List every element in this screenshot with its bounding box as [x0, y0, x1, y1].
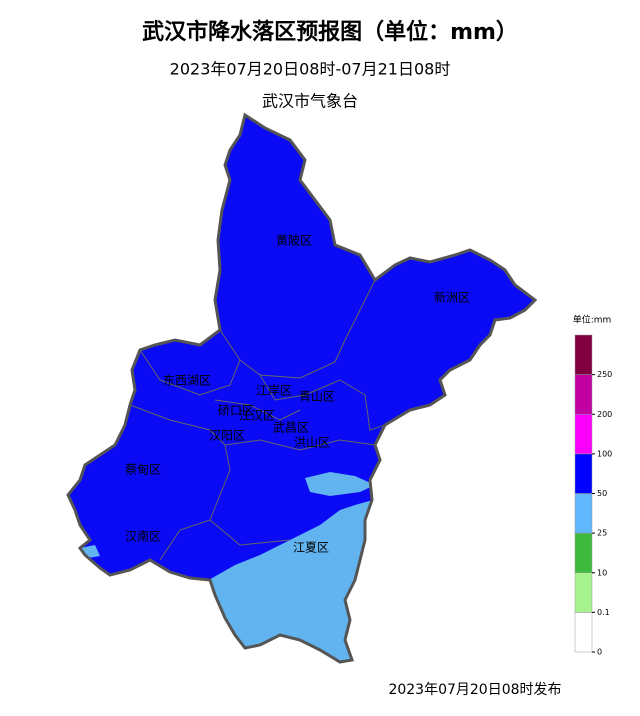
district-label: 东西湖区 — [163, 373, 211, 388]
title: 武汉市降水落区预报图（单位：mm） — [142, 19, 518, 45]
district-label: 武昌区 — [273, 421, 309, 435]
legend-tick-label: 0.1 — [597, 608, 610, 617]
district-borders — [129, 279, 386, 561]
district-label: 洪山区 — [294, 436, 330, 450]
legend-tick-label: 200 — [597, 410, 612, 419]
legend-swatch — [574, 532, 593, 573]
legend-tick-label: 250 — [597, 370, 612, 379]
legend-swatch — [574, 414, 593, 455]
legend-tick-label: 0 — [597, 648, 602, 657]
legend-swatch — [574, 493, 593, 534]
district-label: 江汉区 — [239, 409, 275, 423]
legend-swatch — [574, 334, 593, 375]
district-label: 新洲区 — [434, 290, 470, 305]
legend: 单位:mm 0 0.1 10 25 50 100 200 250 — [573, 314, 613, 657]
district-label: 江夏区 — [293, 541, 329, 555]
period: 2023年07月20日08时-07月21日08时 — [170, 60, 451, 79]
area-25-50 — [80, 545, 100, 558]
legend-swatch — [574, 572, 593, 613]
district-label: 江岸区 — [256, 384, 292, 398]
district-label: 黄陂区 — [276, 233, 312, 248]
district-label: 硚口区 — [218, 404, 254, 418]
legend-tick-label: 10 — [597, 568, 607, 577]
legend-swatch — [574, 453, 593, 494]
district-label: 青山区 — [299, 390, 335, 404]
issuer: 武汉市气象台 — [262, 92, 358, 111]
district-label: 汉南区 — [125, 529, 161, 544]
legend-swatch — [574, 374, 593, 415]
footer: 2023年07月20日08时发布 — [388, 682, 561, 698]
legend-tick-label: 50 — [597, 489, 607, 498]
area-25-50 — [305, 472, 375, 496]
district-label: 汉阳区 — [209, 429, 245, 443]
legend-swatch — [574, 612, 593, 653]
district-label: 蔡甸区 — [125, 463, 161, 477]
legend-unit: 单位:mm — [573, 314, 612, 326]
legend-tick-label: 25 — [597, 529, 607, 538]
legend-tick-label: 100 — [597, 449, 612, 458]
